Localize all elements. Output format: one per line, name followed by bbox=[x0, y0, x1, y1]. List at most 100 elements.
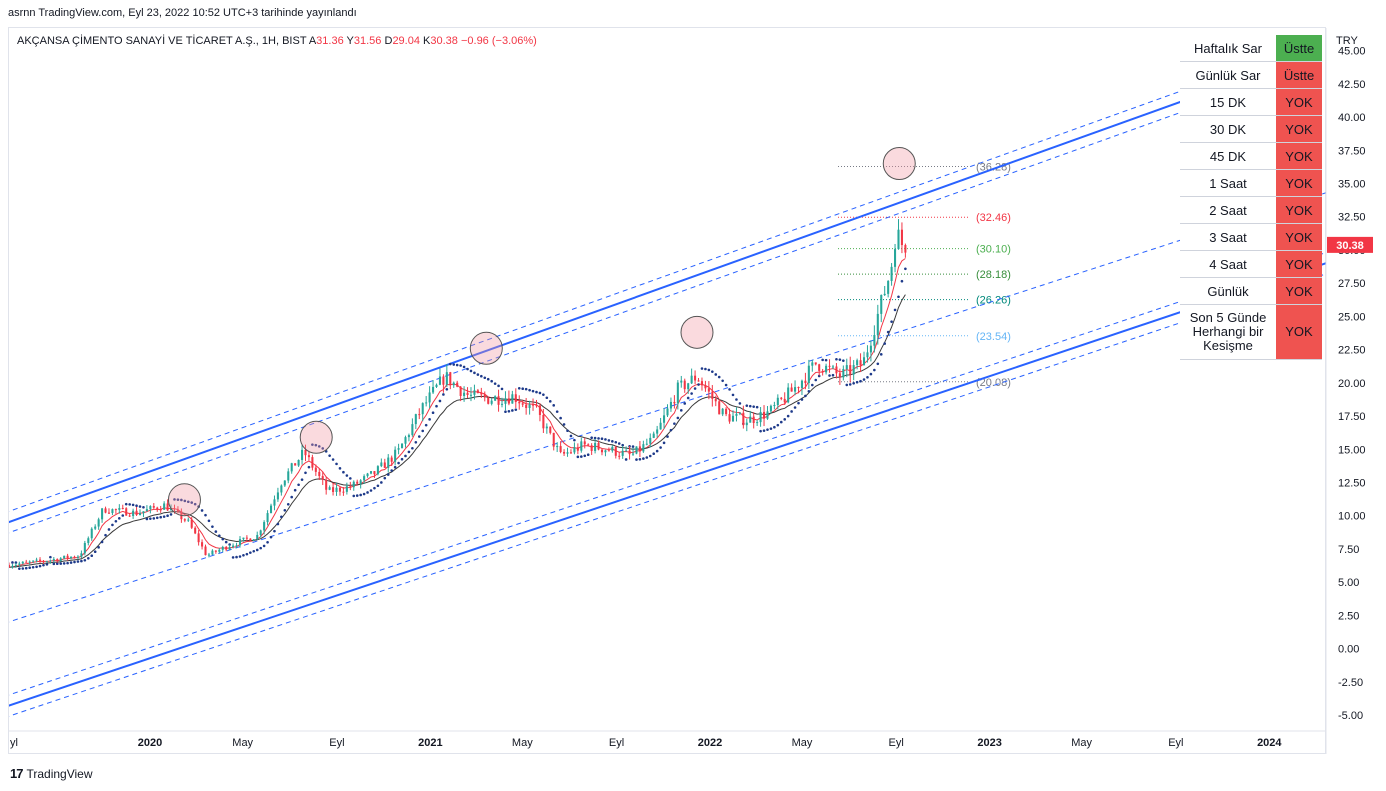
last-price-label: 30.38 bbox=[1336, 240, 1364, 252]
sar-dot bbox=[431, 411, 435, 415]
candle-body bbox=[804, 380, 807, 384]
footer-brand[interactable]: 17 TradingView bbox=[10, 766, 93, 781]
candle-body bbox=[580, 441, 583, 451]
sar-dot bbox=[207, 519, 211, 523]
sar-dot bbox=[524, 387, 528, 391]
candle-body bbox=[666, 408, 669, 416]
sar-dot bbox=[328, 454, 331, 457]
sar-dot bbox=[717, 375, 721, 379]
candle-body bbox=[587, 444, 590, 446]
time-tick-label: 2024 bbox=[1257, 737, 1282, 749]
candle-body bbox=[566, 452, 569, 454]
sar-dot bbox=[631, 445, 635, 448]
candle-body bbox=[338, 487, 342, 492]
sar-dot bbox=[335, 462, 338, 466]
high-value: 31.56 bbox=[353, 35, 382, 47]
candle-body bbox=[607, 450, 610, 452]
sar-dot bbox=[473, 371, 476, 375]
sar-dot bbox=[138, 505, 142, 508]
candle-body bbox=[831, 366, 835, 368]
time-tick-label: 2023 bbox=[977, 737, 1001, 749]
high-label: Y bbox=[346, 35, 354, 47]
candle-body bbox=[500, 403, 504, 405]
candle-body bbox=[307, 455, 310, 458]
sar-dot bbox=[393, 465, 397, 469]
candle-body bbox=[794, 387, 797, 392]
sar-dot bbox=[183, 499, 187, 503]
candle-body bbox=[756, 422, 759, 424]
time-tick-label: Eyl bbox=[329, 737, 344, 749]
candle-body bbox=[125, 508, 128, 516]
candle-body bbox=[449, 372, 452, 386]
symbol-name: AKÇANSA ÇİMENTO SANAYİ VE TİCARET A.Ş., … bbox=[17, 35, 307, 47]
candle-body bbox=[862, 357, 866, 366]
sar-dot bbox=[879, 353, 883, 356]
sar-dot bbox=[373, 486, 376, 490]
sar-dot bbox=[155, 516, 159, 520]
candle-body bbox=[583, 441, 586, 445]
candle-body bbox=[687, 383, 690, 390]
sar-dot bbox=[673, 422, 676, 425]
sar-dot bbox=[786, 414, 790, 418]
sar-dot bbox=[655, 449, 659, 453]
sar-dot bbox=[355, 494, 359, 497]
open-label: A bbox=[308, 35, 317, 47]
sar-dot bbox=[890, 320, 893, 323]
sar-dot bbox=[252, 549, 256, 553]
candle-body bbox=[49, 560, 52, 562]
sar-dot bbox=[304, 471, 307, 475]
sar-dot bbox=[555, 410, 559, 413]
sar-dot bbox=[286, 502, 290, 506]
candle-body bbox=[725, 408, 728, 415]
price-tick-label: 15.00 bbox=[1338, 444, 1366, 456]
candle-body bbox=[611, 446, 614, 451]
sar-dot bbox=[738, 402, 742, 405]
candle-body bbox=[628, 450, 631, 455]
sar-dot bbox=[493, 382, 497, 385]
currency-label: TRY bbox=[1336, 35, 1358, 47]
status-row: 45 DK YOK bbox=[1180, 142, 1322, 170]
candle-body bbox=[538, 405, 541, 415]
sar-dot bbox=[562, 423, 566, 426]
sar-dot bbox=[504, 410, 507, 413]
candle-body bbox=[101, 508, 104, 520]
status-label: Son 5 Günde Herhangi bir Kesişme bbox=[1180, 304, 1276, 360]
sar-dot bbox=[679, 409, 683, 412]
sar-dot bbox=[869, 372, 873, 376]
candle-body bbox=[787, 387, 790, 403]
price-level-label: (32.46) bbox=[976, 212, 1011, 224]
candle-body bbox=[759, 411, 762, 423]
sar-dot bbox=[759, 429, 762, 433]
candle-body bbox=[559, 446, 562, 452]
candle-body bbox=[35, 559, 38, 561]
sar-dot bbox=[842, 359, 845, 362]
sar-dot bbox=[855, 380, 859, 384]
sar-dot bbox=[659, 446, 662, 449]
price-tick-label: 42.50 bbox=[1338, 79, 1366, 91]
sar-dot bbox=[593, 436, 597, 440]
close-label: K bbox=[423, 35, 431, 47]
sar-dot bbox=[228, 543, 231, 546]
time-tick-label: yl bbox=[10, 737, 18, 749]
sar-dot bbox=[480, 374, 483, 378]
candle-body bbox=[380, 462, 383, 467]
sar-dot bbox=[200, 509, 204, 512]
sar-dot bbox=[690, 392, 693, 395]
candle-body bbox=[104, 508, 107, 513]
sar-dot bbox=[645, 456, 649, 459]
sar-dot bbox=[352, 494, 356, 498]
time-tick-label: May bbox=[232, 737, 253, 749]
sar-dot bbox=[642, 457, 645, 460]
sar-dot bbox=[752, 405, 755, 408]
sar-dot bbox=[290, 495, 294, 499]
candle-body bbox=[762, 411, 766, 419]
candle-body bbox=[731, 415, 735, 422]
candle-body bbox=[214, 550, 217, 552]
candle-body bbox=[621, 450, 624, 456]
sar-dot bbox=[521, 387, 524, 391]
close-value: 30.38 bbox=[430, 35, 458, 47]
candle-body bbox=[438, 376, 441, 385]
candle-body bbox=[273, 499, 276, 506]
candle-body bbox=[407, 435, 410, 438]
